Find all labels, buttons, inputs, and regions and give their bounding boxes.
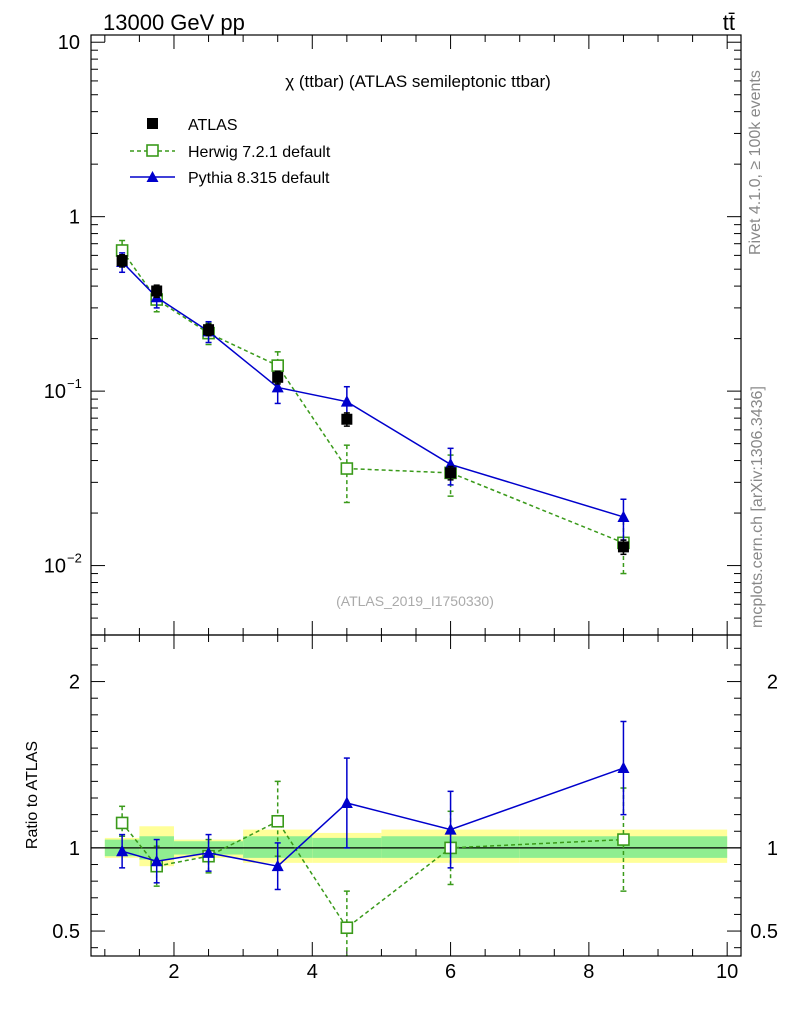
legend-label-atlas: ATLAS (188, 117, 238, 134)
rivet-label: Rivet 4.1.0, ≥ 100k events (747, 70, 764, 255)
ratio-y-tick-label-right: 2 (767, 672, 778, 694)
y-tick-label: 1 (69, 207, 80, 229)
y-tick-exponent: −1 (67, 376, 82, 391)
y-tick-exponent: −2 (67, 551, 82, 566)
data-point-pythia (617, 510, 630, 522)
ratio-y-tick-label-right: 1 (767, 838, 778, 860)
ratio-ylabel: Ratio to ATLAS (24, 741, 41, 849)
mcplots-label: mcplots.cern.ch [arXiv:1306.3436] (749, 386, 766, 628)
ratio-point-herwig (617, 833, 630, 846)
ratio-point-herwig (115, 816, 129, 830)
main-series (115, 239, 630, 575)
series-line-herwig (121, 250, 624, 544)
data-point-atlas (203, 324, 215, 336)
series-line-pythia (121, 261, 624, 518)
analysis-id: (ATLAS_2019_I1750330) (336, 593, 494, 609)
ratio-series (115, 720, 630, 956)
ratio-point-pythia (444, 823, 457, 835)
ratio-point-pythia (202, 846, 215, 858)
data-point-atlas (116, 255, 128, 267)
ratio-y-tick-label-right: 0.5 (750, 921, 778, 943)
data-point-herwig (271, 359, 285, 372)
data-point-herwig (340, 462, 354, 475)
data-point-atlas (272, 371, 284, 383)
ratio-frame (90, 634, 742, 957)
y-tick-label: 10 (44, 381, 66, 403)
ratio-point-pythia (340, 796, 353, 808)
plot-title: χ (ttbar) (ATLAS semileptonic ttbar) (285, 72, 551, 91)
ratio-y-tick-label: 2 (69, 672, 80, 694)
x-tick-label: 2 (168, 961, 179, 983)
data-point-atlas (617, 541, 629, 553)
process-label: tt̄ (723, 10, 735, 35)
main-panel: χ (ttbar) (ATLAS semileptonic ttbar) (AT… (44, 32, 742, 636)
ratio-ticks: 2 4 6 8 10 2 2 1 1 0.5 0.5 (52, 635, 778, 983)
y-tick-label: 10 (44, 556, 66, 578)
data-point-atlas (341, 413, 353, 425)
legend: ATLAS Herwig 7.2.1 default Pythia 8.315 … (130, 117, 331, 187)
data-point-pythia (340, 395, 353, 407)
x-tick-label: 10 (716, 961, 738, 983)
legend-label-pythia: Pythia 8.315 default (188, 170, 330, 187)
ratio-point-pythia (617, 761, 630, 774)
ratio-point-pythia (271, 859, 284, 872)
energy-label: 13000 GeV pp (103, 10, 245, 35)
ratio-point-herwig (271, 814, 285, 828)
ratio-point-herwig (340, 921, 354, 935)
ratio-panel: 2 4 6 8 10 2 2 1 1 0.5 0.5 Ratio to ATLAS (24, 634, 778, 983)
data-point-atlas (445, 467, 457, 479)
ratio-bands (104, 826, 728, 867)
ratio-y-tick-label: 0.5 (52, 921, 80, 943)
ratio-point-pythia (116, 844, 129, 857)
x-tick-label: 6 (445, 961, 456, 983)
y-tick-label: 10 (58, 32, 80, 54)
x-tick-label: 4 (307, 961, 318, 983)
data-point-pythia (271, 380, 284, 393)
ratio-point-pythia (150, 854, 163, 867)
legend-label-herwig: Herwig 7.2.1 default (188, 144, 331, 161)
legend-marker-atlas (147, 118, 158, 129)
legend-marker-herwig (146, 144, 159, 157)
data-point-atlas (151, 285, 163, 297)
x-tick-label: 8 (583, 961, 594, 983)
ratio-y-tick-label: 1 (69, 838, 80, 860)
legend-marker-pythia (146, 171, 159, 182)
